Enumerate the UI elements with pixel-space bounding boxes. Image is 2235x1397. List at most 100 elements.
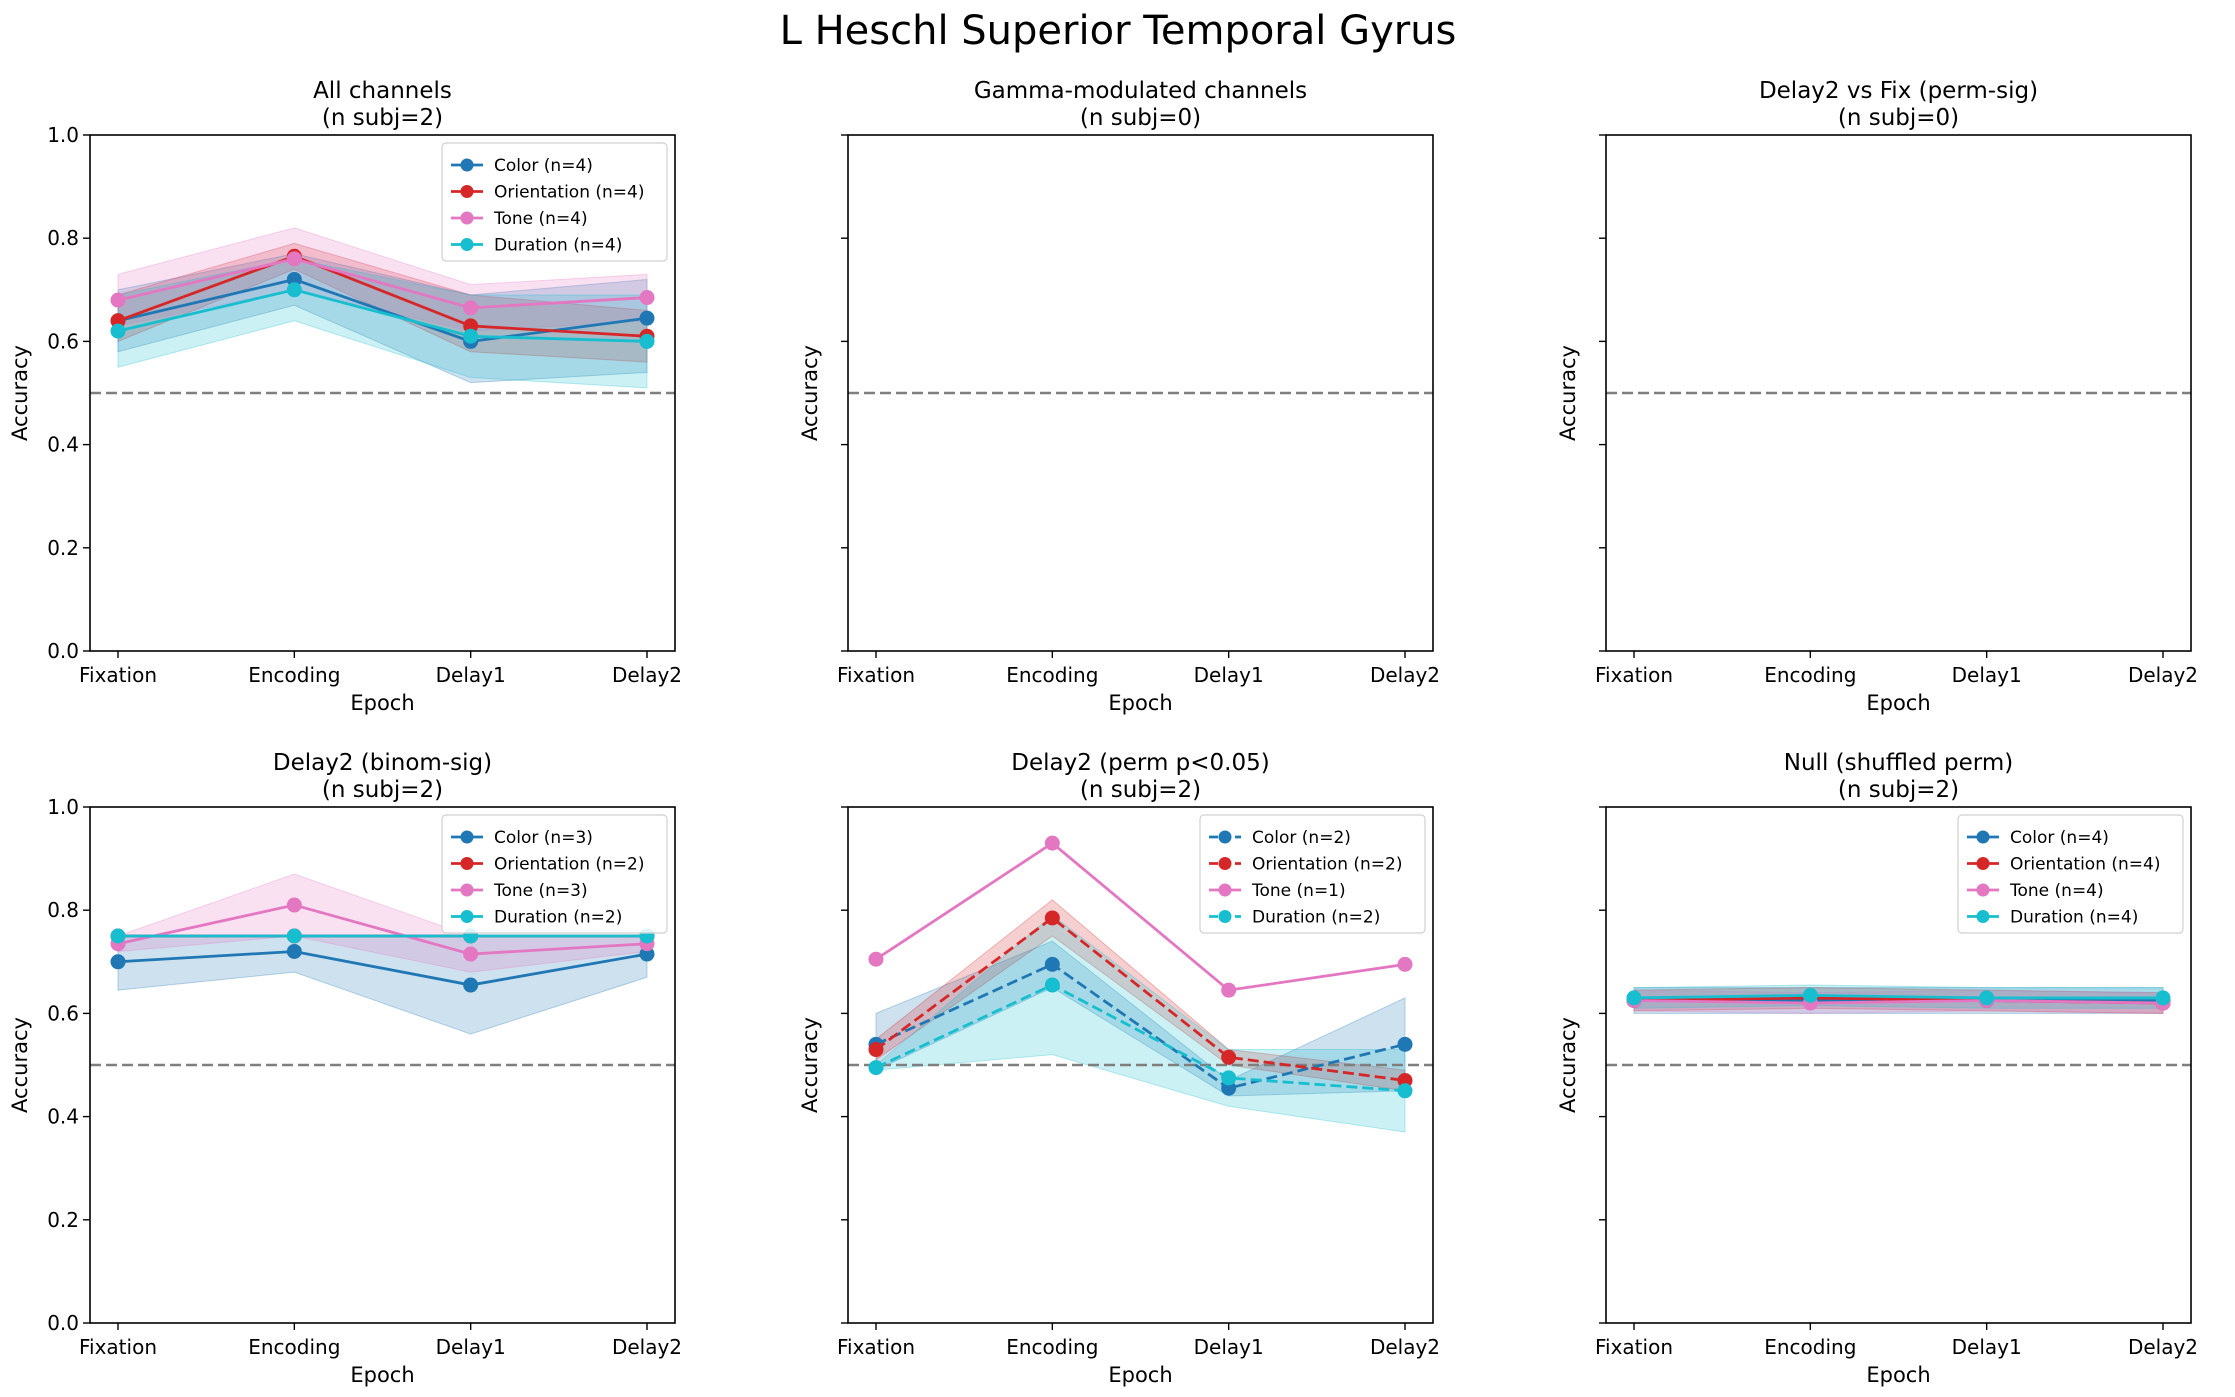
subplot-title: Delay2 vs Fix (perm-sig) [1759,78,2038,104]
legend-marker-duration [460,910,474,923]
x-tick-label: Encoding [1006,663,1098,687]
legend-label: Tone (n=4) [2009,881,2104,901]
y-axis-label: Accuracy [1556,345,1580,441]
data-point-duration [286,928,302,944]
y-tick-label: 0.8 [47,226,79,250]
legend: Color (n=2) Orientation (n=2) Tone (n=1) Du… [1199,814,1426,934]
x-tick-label: Fixation [79,1335,157,1359]
y-axis-label: Accuracy [8,345,32,441]
data-point-color [286,271,302,287]
axes-frame [847,134,1434,652]
data-point-duration [110,323,126,339]
x-tick-label: Encoding [1764,1335,1856,1359]
data-point-color [286,943,302,959]
x-tick-label: Delay1 [1194,663,1264,687]
legend-box [1199,814,1426,934]
subplot-subtitle: (n subj=0) [1838,105,1959,131]
data-point-tone [868,951,884,967]
legend-marker-tone [1218,883,1232,897]
ci-band-duration [875,914,1406,1133]
data-point-duration [463,328,479,344]
axes-frame [1605,134,2192,652]
subplot-title: Null (shuffled perm) [1784,750,2013,776]
legend-marker-orientation [1218,857,1232,870]
subplot-subtitle: (n subj=2) [322,777,443,803]
legend-label: Color (n=2) [1252,828,1351,848]
data-point-color [1397,1036,1413,1052]
legend-marker-duration [460,238,474,251]
series-line-duration [875,983,1406,1093]
data-point-duration [1802,987,1818,1003]
y-tick-label: 0.4 [47,433,79,457]
data-point-tone [286,251,302,267]
x-axis-label: Epoch [1866,691,1930,715]
legend-box [441,142,668,262]
subplot-title: Gamma-modulated channels [974,78,1307,104]
data-point-tone [286,897,302,913]
x-axis-label: Epoch [1108,1363,1172,1387]
legend-label: Tone (n=1) [1251,881,1346,901]
data-point-orientation [1044,910,1060,926]
legend-marker-color [460,830,474,844]
data-point-duration [1626,990,1642,1006]
legend-label: Color (n=3) [494,828,593,848]
legend-box [1957,814,2184,934]
legend-label: Orientation (n=2) [494,855,644,875]
data-point-duration [1221,1070,1237,1086]
series-line-tone [117,903,648,956]
x-tick-label: Delay2 [612,1335,682,1359]
x-tick-label: Delay2 [2128,663,2198,687]
legend-label: Duration (n=4) [2010,908,2138,928]
x-axis-label: Epoch [1866,1363,1930,1387]
series-line-tone [875,841,1406,992]
legend-label: Tone (n=3) [493,881,588,901]
x-tick-label: Delay1 [1952,663,2022,687]
subplot-6: Null (shuffled perm)(n subj=2) Fixation En… [1556,750,2198,1387]
legend-label: Duration (n=2) [1252,908,1380,928]
x-tick-label: Delay2 [2128,1335,2198,1359]
x-tick-label: Delay2 [1370,1335,1440,1359]
y-tick-label: 1.0 [47,123,79,147]
subplot-5: Delay2 (perm p<0.05)(n subj=2) Fixation En… [798,750,1440,1387]
legend-label: Duration (n=4) [494,236,622,256]
axes-frame [847,806,1434,1324]
legend-label: Orientation (n=4) [494,183,644,203]
series-line-color [117,950,648,987]
x-tick-label: Encoding [248,663,340,687]
data-point-duration [2155,990,2171,1006]
x-tick-label: Fixation [1595,1335,1673,1359]
x-tick-label: Encoding [1764,663,1856,687]
subplot-3: Delay2 vs Fix (perm-sig)(n subj=0) Fixati… [1556,78,2198,715]
legend-marker-duration [1976,910,1990,923]
y-tick-label: 0.8 [47,898,79,922]
legend-marker-orientation [460,857,474,870]
x-tick-label: Delay1 [1194,1335,1264,1359]
data-point-tone [463,946,479,962]
data-point-tone [463,300,479,316]
x-tick-label: Delay1 [436,663,506,687]
legend: Color (n=3) Orientation (n=2) Tone (n=3) Du… [441,814,668,934]
data-point-color [110,954,126,970]
series-line-duration [1633,993,2163,1000]
data-point-color [1221,1080,1237,1096]
data-point-tone [1397,956,1413,972]
figure-title: L Heschl Superior Temporal Gyrus [780,8,1457,54]
series-line-tone [117,257,648,310]
data-point-tone [1221,982,1237,998]
y-axis-label: Accuracy [8,1017,32,1113]
legend-marker-tone [460,211,474,225]
x-tick-label: Fixation [837,1335,915,1359]
data-point-orientation [868,1042,884,1058]
y-axis-label: Accuracy [1556,1017,1580,1113]
x-tick-label: Delay2 [1370,663,1440,687]
series-line-orientation [117,254,648,338]
series-line-duration [117,288,648,343]
legend-marker-color [1976,830,1990,844]
x-tick-label: Fixation [837,663,915,687]
y-tick-label: 0.4 [47,1105,79,1129]
data-point-color [639,946,655,962]
x-tick-label: Encoding [248,1335,340,1359]
legend-label: Color (n=4) [494,156,593,176]
axes-frame [89,134,676,652]
subplot-subtitle: (n subj=2) [1838,777,1959,803]
